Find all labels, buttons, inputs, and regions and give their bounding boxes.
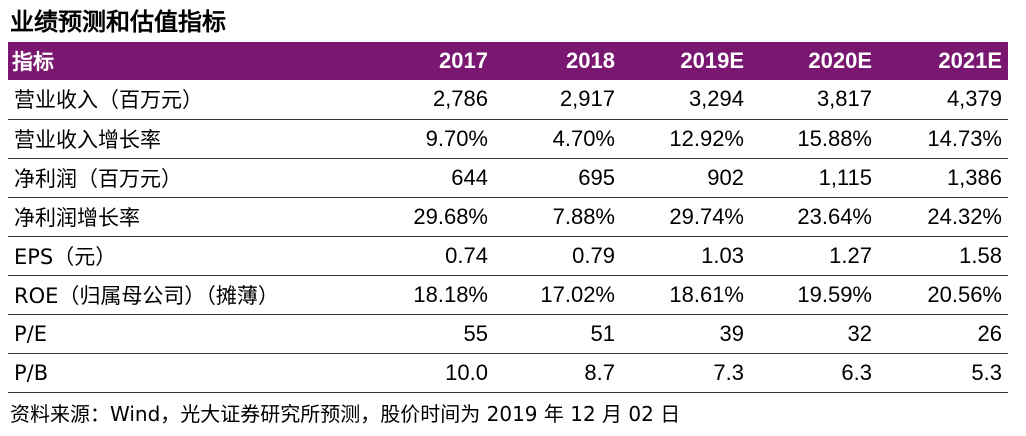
table-cell: 5.3 xyxy=(878,353,1008,393)
table-cell: 20.56% xyxy=(878,275,1008,315)
forecast-valuation-table: 指标 2017 2018 2019E 2020E 2021E 营业收入（百万元）… xyxy=(8,42,1008,393)
table-cell: 19.59% xyxy=(750,275,878,315)
table-cell: 26 xyxy=(878,314,1008,354)
table-cell: 3,294 xyxy=(621,80,750,120)
table-cell: 695 xyxy=(494,158,621,198)
table-cell: 2,786 xyxy=(378,80,494,120)
table-row: EPS（元） 0.74 0.79 1.03 1.27 1.58 xyxy=(8,236,1008,276)
table-cell: 2,917 xyxy=(494,80,621,120)
table-cell: 24.32% xyxy=(878,197,1008,237)
row-label: P/E xyxy=(8,314,378,354)
source-note: 资料来源：Wind，光大证券研究所预测，股价时间为 2019 年 12 月 02… xyxy=(10,402,681,426)
table-cell: 4.70% xyxy=(494,119,621,159)
table-cell: 3,817 xyxy=(750,80,878,120)
table-row: 营业收入增长率 9.70% 4.70% 12.92% 15.88% 14.73% xyxy=(8,119,1008,159)
table-cell: 18.18% xyxy=(378,275,494,315)
table-cell: 29.74% xyxy=(621,197,750,237)
table-cell: 1,115 xyxy=(750,158,878,198)
table-cell: 55 xyxy=(378,314,494,354)
table-cell: 1.58 xyxy=(878,236,1008,276)
table-cell: 644 xyxy=(378,158,494,198)
table-cell: 15.88% xyxy=(750,119,878,159)
table-cell: 9.70% xyxy=(378,119,494,159)
table-cell: 0.74 xyxy=(378,236,494,276)
table-cell: 1.27 xyxy=(750,236,878,276)
table-cell: 23.64% xyxy=(750,197,878,237)
table-cell: 1,386 xyxy=(878,158,1008,198)
table-cell: 14.73% xyxy=(878,119,1008,159)
row-label: P/B xyxy=(8,353,378,393)
table-cell: 6.3 xyxy=(750,353,878,393)
table-row: 净利润（百万元） 644 695 902 1,115 1,386 xyxy=(8,158,1008,198)
row-label: ROE（归属母公司）（摊薄） xyxy=(8,275,378,315)
table-row: ROE（归属母公司）（摊薄） 18.18% 17.02% 18.61% 19.5… xyxy=(8,275,1008,315)
table-cell: 10.0 xyxy=(378,353,494,393)
row-label: 营业收入增长率 xyxy=(8,119,378,159)
table-cell: 18.61% xyxy=(621,275,750,315)
table-header-row: 指标 2017 2018 2019E 2020E 2021E xyxy=(8,42,1008,80)
header-year: 2019E xyxy=(680,48,744,73)
table-cell: 39 xyxy=(621,314,750,354)
table-row: 营业收入（百万元） 2,786 2,917 3,294 3,817 4,379 xyxy=(8,80,1008,120)
table-cell: 32 xyxy=(750,314,878,354)
header-year: 2018 xyxy=(566,48,615,73)
table-cell: 0.79 xyxy=(494,236,621,276)
row-label: 净利润（百万元） xyxy=(8,158,378,198)
table-row: P/E 55 51 39 32 26 xyxy=(8,314,1008,354)
table-cell: 8.7 xyxy=(494,353,621,393)
row-label: 净利润增长率 xyxy=(8,197,378,237)
header-year: 2017 xyxy=(439,48,488,73)
table-cell: 1.03 xyxy=(621,236,750,276)
table-row: P/B 10.0 8.7 7.3 6.3 5.3 xyxy=(8,353,1008,393)
table-cell: 7.3 xyxy=(621,353,750,393)
header-label: 指标 xyxy=(12,50,54,74)
table-row: 净利润增长率 29.68% 7.88% 29.74% 23.64% 24.32% xyxy=(8,197,1008,237)
table-cell: 4,379 xyxy=(878,80,1008,120)
table-cell: 7.88% xyxy=(494,197,621,237)
table-cell: 51 xyxy=(494,314,621,354)
table-cell: 12.92% xyxy=(621,119,750,159)
table-title: 业绩预测和估值指标 xyxy=(10,8,226,36)
row-label: EPS（元） xyxy=(8,236,378,276)
table-cell: 29.68% xyxy=(378,197,494,237)
header-year: 2021E xyxy=(938,48,1002,73)
row-label: 营业收入（百万元） xyxy=(8,80,378,120)
table-cell: 17.02% xyxy=(494,275,621,315)
table-cell: 902 xyxy=(621,158,750,198)
header-year: 2020E xyxy=(808,48,872,73)
